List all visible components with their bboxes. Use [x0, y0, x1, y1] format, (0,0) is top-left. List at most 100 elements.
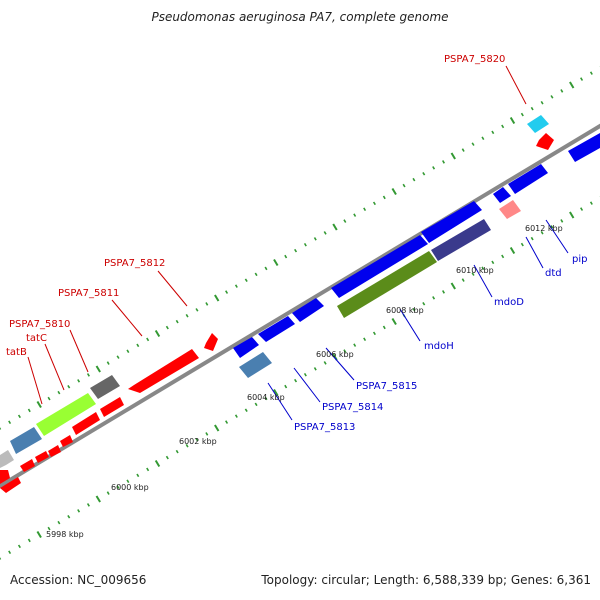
gene-arrow-fwd-5: [421, 201, 482, 243]
tick-mark: [450, 152, 456, 160]
tick-mark: [8, 420, 12, 425]
gene-arrow-fwd-7: [508, 164, 548, 194]
tick-mark: [27, 538, 31, 543]
tick-mark: [264, 396, 268, 401]
gene-arrow-rev-7: [100, 397, 124, 417]
tick-mark: [432, 166, 436, 170]
tick-mark: [363, 337, 367, 342]
tick-mark: [254, 272, 258, 277]
label-mdoH[interactable]: mdoH: [424, 341, 454, 352]
gene-arrow-rev-4: [48, 445, 61, 457]
tick-mark: [303, 242, 307, 247]
tick-mark: [36, 400, 42, 409]
tick-mark: [225, 420, 229, 424]
label-5815[interactable]: PSPA7_5815: [356, 381, 417, 392]
gene-arrow-fwd-3: [292, 298, 324, 322]
outer-tick-ring: [0, 66, 600, 430]
gene-arrow-rev-2: [20, 459, 35, 472]
leader-5814: [293, 367, 321, 403]
reverse-strand-features: [0, 133, 554, 493]
tick-mark: [580, 207, 584, 211]
genome-backbone: [0, 123, 600, 489]
tick-mark: [284, 254, 288, 259]
label-dtd[interactable]: dtd: [545, 268, 562, 279]
tick-mark: [501, 254, 505, 259]
gene-arrow-rev-10: [536, 133, 554, 150]
tick-mark: [195, 438, 199, 442]
gene-arrow-rev-6: [72, 412, 100, 435]
tick-mark: [323, 361, 327, 365]
tick-mark: [313, 237, 317, 241]
kbp-label-6006: 6006 kbp: [316, 350, 354, 359]
tick-mark: [116, 355, 120, 359]
tick-mark: [461, 278, 465, 282]
label-pip[interactable]: pip: [572, 254, 587, 265]
label-5810[interactable]: PSPA7_5810: [9, 319, 70, 330]
tick-mark: [254, 402, 258, 407]
tick-mark: [422, 171, 426, 176]
leader-5815: [325, 347, 355, 381]
feature-cyan-5820: [527, 115, 549, 133]
tick-mark: [47, 396, 51, 401]
tick-mark: [471, 142, 475, 146]
tick-mark: [273, 258, 279, 267]
tick-mark: [580, 77, 584, 81]
tick-mark: [353, 213, 357, 217]
label-5814[interactable]: PSPA7_5814: [322, 402, 383, 413]
tick-mark: [589, 201, 593, 205]
leader-tatB: [27, 356, 43, 405]
tick-mark: [509, 246, 516, 255]
tick-mark: [8, 550, 12, 555]
label-tatC[interactable]: tatC: [26, 333, 47, 344]
tick-mark: [234, 284, 238, 288]
gene-arrow-fwd-2: [258, 316, 295, 342]
tick-mark: [27, 408, 31, 413]
label-leaders: [27, 65, 569, 421]
tick-mark: [391, 317, 397, 326]
tick-mark: [560, 219, 564, 223]
tick-mark: [481, 136, 485, 141]
label-mdoD[interactable]: mdoD: [494, 297, 524, 308]
tick-mark: [363, 207, 367, 212]
tick-mark: [126, 349, 130, 354]
tick-mark: [205, 302, 209, 306]
tick-mark: [402, 183, 406, 188]
leader-mdoD: [473, 264, 493, 298]
gene-arrow-rev-3: [35, 451, 49, 463]
kbp-label-6002: 6002 kbp: [179, 437, 217, 446]
tick-mark: [491, 260, 495, 265]
tick-mark: [273, 388, 279, 397]
tick-mark: [154, 329, 161, 338]
tick-mark: [501, 124, 505, 129]
tick-mark: [332, 223, 338, 231]
label-5812[interactable]: PSPA7_5812: [104, 258, 165, 269]
tick-mark: [214, 294, 220, 302]
tick-mark: [36, 530, 42, 539]
tick-mark: [560, 89, 564, 93]
label-tatB[interactable]: tatB: [6, 347, 27, 358]
tick-mark: [491, 130, 495, 135]
leader-5811: [111, 299, 143, 337]
gene-arrow-fwd-8: [568, 133, 600, 162]
tick-mark: [442, 160, 445, 164]
inner-tick-ring: [0, 196, 600, 560]
map-title: Pseudomonas aeruginosa PA7, complete gen…: [151, 10, 449, 24]
tick-mark: [195, 308, 199, 312]
tick-mark: [244, 408, 248, 413]
tick-mark: [509, 116, 516, 125]
tick-mark: [520, 242, 524, 247]
kbp-label-6008: 6008 kbp: [386, 306, 424, 315]
label-5811[interactable]: PSPA7_5811: [58, 288, 119, 299]
tick-mark: [589, 71, 593, 75]
tick-mark: [57, 390, 61, 395]
label-5813[interactable]: PSPA7_5813: [294, 422, 355, 433]
leader-dtd: [525, 236, 544, 269]
tick-mark: [106, 361, 110, 365]
tick-mark: [303, 372, 307, 377]
gene-arrow-rev-5: [60, 435, 73, 447]
tick-mark: [165, 325, 169, 330]
tick-mark: [205, 432, 209, 436]
label-5820[interactable]: PSPA7_5820: [444, 54, 505, 65]
feature-slate-mdoD: [431, 219, 491, 261]
